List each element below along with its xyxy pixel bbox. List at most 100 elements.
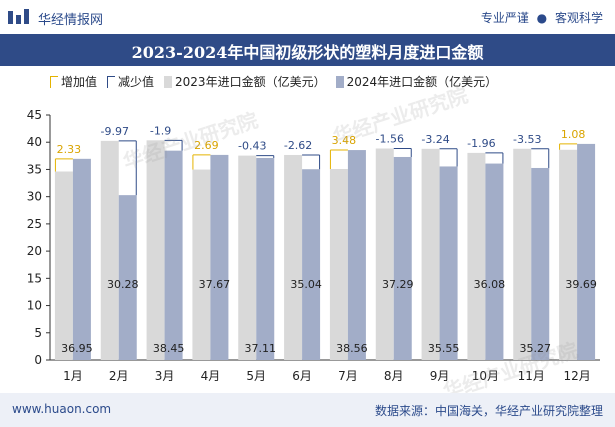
x-tick-label: 1月 xyxy=(63,369,83,383)
bar-2023 xyxy=(559,149,578,360)
x-tick-label: 2月 xyxy=(109,369,129,383)
change-label: -3.53 xyxy=(513,133,541,146)
badge-objective: 客观科学 xyxy=(554,11,603,25)
change-label: 3.48 xyxy=(332,134,357,147)
bar-2024 xyxy=(347,150,366,360)
bar-2023 xyxy=(192,169,211,360)
y-tick-label: 30 xyxy=(27,190,42,204)
bar-2023 xyxy=(467,152,486,360)
title-bar: 2023-2024年中国初级形状的塑料月度进口金额 xyxy=(0,34,615,66)
change-label: -2.62 xyxy=(284,139,312,152)
x-tick-label: 7月 xyxy=(338,369,358,383)
bar-2023 xyxy=(513,148,532,360)
bar-2023 xyxy=(54,171,73,360)
decrease-marker xyxy=(118,140,137,196)
logo-icon xyxy=(8,9,29,24)
legend-2023: 2023年进口金额（亿美元） xyxy=(164,73,326,90)
bar-2024 xyxy=(531,167,550,360)
bar-chart: 0 5 10 15 20 25 30 35 40 45 2.33 36.95 1月 -9.97 30.28 2… xyxy=(27,108,600,383)
bar-2024 xyxy=(118,195,137,360)
value-label-2024: 35.55 xyxy=(428,342,460,355)
legend-2024: 2024年进口金额（亿美元） xyxy=(335,73,498,90)
decrease-marker xyxy=(393,147,412,157)
y-tick-label: 35 xyxy=(27,162,42,176)
chart-title: 2023-2024年中国初级形状的塑料月度进口金额 xyxy=(131,43,484,62)
decrease-marker xyxy=(485,152,504,164)
value-label-2024: 35.27 xyxy=(520,342,552,355)
change-label: -1.9 xyxy=(150,124,171,137)
top-bar: 华经情报网 专业严谨 ● 客观科学 xyxy=(0,0,615,34)
change-label: -1.96 xyxy=(467,137,495,150)
increase-marker xyxy=(192,154,211,170)
x-tick-label: 5月 xyxy=(246,369,266,383)
decrease-marker xyxy=(531,148,550,168)
value-label-2024: 39.69 xyxy=(565,278,597,291)
change-label: -3.24 xyxy=(421,133,449,146)
x-tick-label: 11月 xyxy=(518,369,545,383)
bar-2023 xyxy=(375,148,394,360)
value-label-2024: 36.95 xyxy=(61,342,93,355)
value-label-2024: 37.29 xyxy=(382,278,414,291)
y-tick-label: 5 xyxy=(34,326,42,340)
change-label: -1.56 xyxy=(376,132,404,145)
y-tick-label: 10 xyxy=(27,299,42,313)
change-label: 1.08 xyxy=(561,128,586,141)
legend-2024-label: 2024年进口金额（亿美元） xyxy=(346,75,498,89)
x-tick-label: 8月 xyxy=(384,369,404,383)
x-tick-label: 6月 xyxy=(292,369,312,383)
change-label: -0.43 xyxy=(238,140,266,153)
legend-2023-label: 2023年进口金额（亿美元） xyxy=(175,75,326,89)
legend-increase: 增加值 xyxy=(50,73,97,90)
legend-decrease-swatch xyxy=(107,75,116,88)
decrease-marker xyxy=(302,154,321,170)
bar-2023 xyxy=(284,154,303,360)
decrease-marker xyxy=(164,139,183,151)
value-label-2024: 36.08 xyxy=(474,278,506,291)
bar-2024 xyxy=(485,163,504,360)
bar-2024 xyxy=(577,143,596,360)
bar-2023 xyxy=(100,140,119,360)
legend-2023-swatch xyxy=(164,75,173,88)
value-label-2024: 35.04 xyxy=(290,278,322,291)
x-tick-label: 3月 xyxy=(155,369,175,383)
value-label-2024: 38.56 xyxy=(336,342,368,355)
value-label-2024: 37.11 xyxy=(245,342,277,355)
site-name: 华经情报网 xyxy=(38,13,104,28)
value-label-2024: 30.28 xyxy=(107,278,139,291)
badge-professional: 专业严谨 xyxy=(480,11,529,25)
bar-2024 xyxy=(210,154,229,360)
bar-2024 xyxy=(72,158,91,360)
x-tick-label: 9月 xyxy=(430,369,450,383)
bar-2024 xyxy=(164,150,183,360)
footer-website: www.huaon.com xyxy=(12,402,112,416)
legend-increase-swatch xyxy=(50,75,58,88)
bar-2024 xyxy=(439,166,458,360)
decrease-marker xyxy=(256,155,275,158)
y-tick-label: 25 xyxy=(27,217,42,231)
bar-2024 xyxy=(256,157,275,360)
legend-2024-swatch xyxy=(335,75,344,88)
bar-2023 xyxy=(146,140,165,360)
bar-2023 xyxy=(329,169,348,360)
value-label-2024: 38.45 xyxy=(153,342,185,355)
footer-source: 数据来源：中国海关，华经产业研究院整理 xyxy=(374,404,603,418)
bar-2023 xyxy=(238,155,257,360)
y-tick-label: 15 xyxy=(27,271,42,285)
x-tick-label: 10月 xyxy=(472,369,499,383)
y-tick-label: 45 xyxy=(27,108,42,122)
change-label: 2.69 xyxy=(194,139,219,152)
change-label: 2.33 xyxy=(57,143,82,156)
legend-decrease: 减少值 xyxy=(107,73,154,90)
legend-increase-label: 增加值 xyxy=(61,75,98,89)
bar-2023 xyxy=(421,148,440,360)
x-tick-label: 4月 xyxy=(201,369,221,383)
bullet-icon: ● xyxy=(536,11,548,25)
bar-2024 xyxy=(393,156,412,360)
badges: 专业严谨 ● 客观科学 xyxy=(481,9,603,26)
x-tick-label: 12月 xyxy=(563,369,590,383)
legend-decrease-label: 减少值 xyxy=(118,75,155,89)
increase-marker xyxy=(329,149,348,170)
chart-legend: 增加值 减少值 2023年进口金额（亿美元） 2024年进口金额（亿美元） xyxy=(50,73,497,90)
y-tick-label: 20 xyxy=(27,244,42,258)
value-label-2024: 37.67 xyxy=(199,278,231,291)
